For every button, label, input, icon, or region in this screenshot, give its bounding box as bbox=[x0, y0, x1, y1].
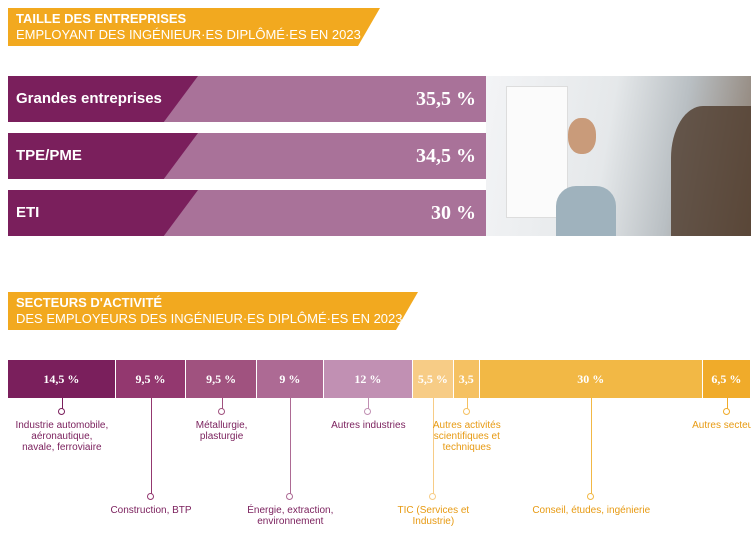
segment: 14,5 % bbox=[8, 360, 116, 398]
connector bbox=[591, 398, 593, 497]
subtitle: EMPLOYANT DES INGÉNIEUR·ES DIPLÔMÉ·ES EN… bbox=[16, 27, 361, 42]
photo bbox=[486, 76, 751, 236]
segment: 5,5 % bbox=[412, 360, 454, 398]
header-banner: TAILLE DES ENTREPRISES EMPLOYANT DES ING… bbox=[8, 8, 380, 46]
category-label: Autres secteurs bbox=[692, 420, 751, 431]
value-label: 35,5 % bbox=[416, 88, 476, 110]
category-label: ETI bbox=[16, 204, 40, 221]
segment: 6,5 % bbox=[702, 360, 751, 398]
category-label: Construction, BTP bbox=[110, 505, 192, 516]
subtitle: DES EMPLOYEURS DES INGÉNIEUR·ES DIPLÔMÉ·… bbox=[16, 311, 403, 326]
person-foreground bbox=[671, 106, 751, 236]
bar-label-bg bbox=[8, 190, 198, 236]
bar: TPE/PME 34,5 % bbox=[8, 133, 486, 179]
connector bbox=[221, 398, 223, 412]
category-label: TPE/PME bbox=[16, 147, 82, 164]
segment: 30 % bbox=[479, 360, 703, 398]
connector-dot bbox=[364, 408, 372, 415]
person-head bbox=[568, 118, 596, 154]
title: SECTEURS D'ACTIVITÉ bbox=[16, 295, 163, 310]
category-label: Autres activités scientifiques et techni… bbox=[432, 420, 501, 453]
category-label: Conseil, études, ingénierie bbox=[532, 505, 651, 516]
header-banner: SECTEURS D'ACTIVITÉ DES EMPLOYEURS DES I… bbox=[8, 292, 418, 330]
segment: 9,5 % bbox=[115, 360, 187, 398]
connector-dot bbox=[722, 408, 730, 415]
segment: 9 % bbox=[256, 360, 324, 398]
category-label: Métallurgie, plasturgie bbox=[195, 420, 248, 442]
connector bbox=[466, 398, 468, 412]
bar: Grandes entreprises 35,5 % bbox=[8, 76, 486, 122]
segment: 3,5 % bbox=[453, 360, 480, 424]
segment: 9,5 % bbox=[186, 360, 257, 398]
category-label: Énergie, extraction, environnement bbox=[247, 505, 334, 527]
connector-dot bbox=[587, 493, 595, 500]
connector bbox=[368, 398, 370, 412]
connector bbox=[433, 398, 435, 497]
connector bbox=[61, 398, 63, 412]
category-label: Autres industries bbox=[331, 420, 406, 431]
value-label: 30 % bbox=[431, 202, 476, 224]
value-label: 34,5 % bbox=[416, 145, 476, 167]
title: TAILLE DES ENTREPRISES bbox=[16, 11, 187, 26]
connector-dot bbox=[286, 493, 294, 500]
category-label: Grandes entreprises bbox=[16, 90, 162, 107]
bar: ETI 30 % bbox=[8, 190, 486, 236]
person bbox=[556, 186, 616, 236]
connector bbox=[726, 398, 728, 412]
connector-dot bbox=[217, 408, 225, 415]
category-label: TIC (Services et Industrie) bbox=[397, 505, 470, 527]
connector bbox=[290, 398, 292, 497]
segment: 12 % bbox=[323, 360, 413, 398]
connector-dot bbox=[429, 493, 437, 500]
connector-dot bbox=[462, 408, 470, 415]
category-label: Industrie automobile, aéronautique, nava… bbox=[15, 420, 109, 453]
connector bbox=[151, 398, 153, 497]
bar-label-bg bbox=[8, 133, 198, 179]
connector-dot bbox=[147, 493, 155, 500]
bar-label-bg bbox=[8, 76, 198, 122]
connector-dot bbox=[57, 408, 65, 415]
